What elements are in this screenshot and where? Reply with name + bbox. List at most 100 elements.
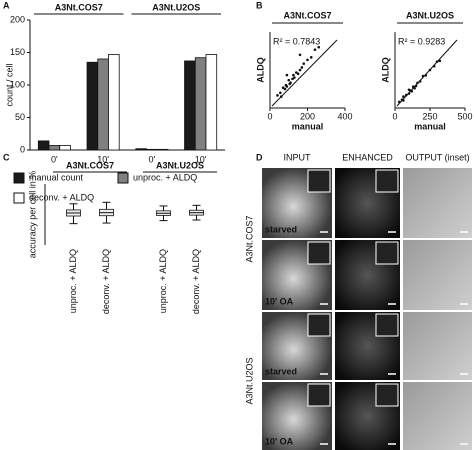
inset [375, 383, 399, 407]
group-label: A3Nt.U2OS [152, 2, 200, 12]
bar [156, 148, 169, 151]
panel-label: A [3, 0, 10, 10]
inset [307, 313, 331, 337]
bar [194, 57, 207, 151]
micrograph [403, 240, 472, 310]
point [414, 84, 418, 88]
bar [97, 58, 109, 151]
x-tick-label: 500 [457, 111, 472, 121]
y-tick-label: 100 [10, 79, 25, 89]
bar [205, 54, 218, 151]
y-axis-label: ALDQ [255, 57, 265, 83]
point [416, 81, 419, 85]
group-label: A3Nt.U2OS [156, 160, 204, 170]
x-tick-label: 400 [337, 111, 352, 121]
bar [108, 54, 120, 151]
group-label: A3Nt.COS7 [55, 2, 103, 12]
x-tick-label: 0' [149, 154, 156, 164]
point [410, 89, 414, 93]
point [289, 81, 292, 84]
column-header: ENHANCED [342, 152, 393, 162]
point [279, 91, 282, 95]
point [279, 95, 283, 98]
y-tick-label: 0 [20, 144, 25, 154]
condition-label: starved [265, 366, 297, 376]
micrograph [403, 312, 472, 380]
y-tick-label: 50 [15, 112, 25, 122]
inset [307, 241, 331, 265]
point [302, 62, 306, 65]
chart-title: A3Nt.COS7 [283, 10, 331, 20]
point [313, 48, 317, 52]
x-tick-label: 10' [97, 154, 109, 164]
point [296, 72, 300, 76]
x-tick-label: 0 [392, 111, 397, 121]
x-axis-label: manual [292, 121, 324, 131]
y-axis-label: accuracy per cell in % [27, 171, 37, 259]
point [298, 53, 302, 57]
point [276, 94, 279, 97]
condition-label: 10' OA [265, 296, 294, 306]
x-tick-label: 10' [195, 154, 207, 164]
point [292, 73, 295, 77]
inset [375, 169, 399, 193]
y-axis-label: count / cell [4, 63, 14, 106]
y-tick-label: 150 [10, 47, 25, 57]
panel-label: B [256, 0, 263, 10]
point [306, 58, 309, 62]
bar [48, 145, 61, 151]
point [397, 100, 401, 104]
point [294, 71, 298, 74]
bar [184, 60, 196, 151]
annotation: R² = 0.9283 [398, 36, 445, 46]
x-tick-label: 250 [422, 111, 437, 121]
point [421, 74, 425, 78]
inset [375, 313, 399, 337]
inset [307, 383, 331, 407]
point [404, 93, 408, 97]
y-axis-label: ALDQ [380, 57, 390, 83]
legend-label: deconv. + ALDQ [29, 192, 94, 202]
inset [375, 241, 399, 265]
point [283, 87, 287, 91]
point [285, 73, 289, 77]
bar [59, 145, 71, 151]
legend-swatch [13, 192, 25, 204]
point [309, 56, 313, 59]
x-tick-label: unproc. + ALDQ [68, 249, 78, 313]
point [424, 74, 428, 77]
bar [146, 148, 158, 151]
legend-swatch [13, 172, 25, 184]
micrograph [403, 382, 472, 450]
chart-title: A3Nt.U2OS [406, 10, 454, 20]
micrograph [403, 168, 472, 238]
y-tick-label: 200 [10, 14, 25, 24]
point [428, 68, 432, 72]
x-tick-label: unproc. + ALDQ [158, 249, 168, 313]
x-tick-label: deconv. + ALDQ [191, 249, 201, 314]
group-label: A3Nt.COS7 [66, 160, 114, 170]
annotation: R² = 0.7843 [273, 36, 320, 46]
legend-label: manual count [29, 172, 84, 182]
point [300, 66, 304, 69]
legend-label: unproc. + ALDQ [133, 172, 197, 182]
point [432, 64, 436, 68]
point [402, 95, 405, 98]
bar [86, 61, 99, 151]
point [291, 77, 294, 81]
point [285, 85, 289, 88]
row-label: A3Nt.COS7 [244, 215, 254, 262]
x-tick-label: 200 [300, 111, 315, 121]
x-tick-label: 0 [267, 111, 272, 121]
legend-swatch [117, 172, 129, 184]
point [407, 88, 411, 92]
bar [37, 140, 50, 151]
condition-label: starved [265, 224, 297, 234]
bar [135, 148, 147, 151]
point [281, 86, 285, 90]
column-header: OUTPUT (inset) [405, 152, 469, 162]
point [402, 99, 405, 102]
x-tick-label: deconv. + ALDQ [101, 249, 111, 314]
point [418, 80, 422, 83]
row-label: A3Nt.U2OS [244, 357, 254, 404]
